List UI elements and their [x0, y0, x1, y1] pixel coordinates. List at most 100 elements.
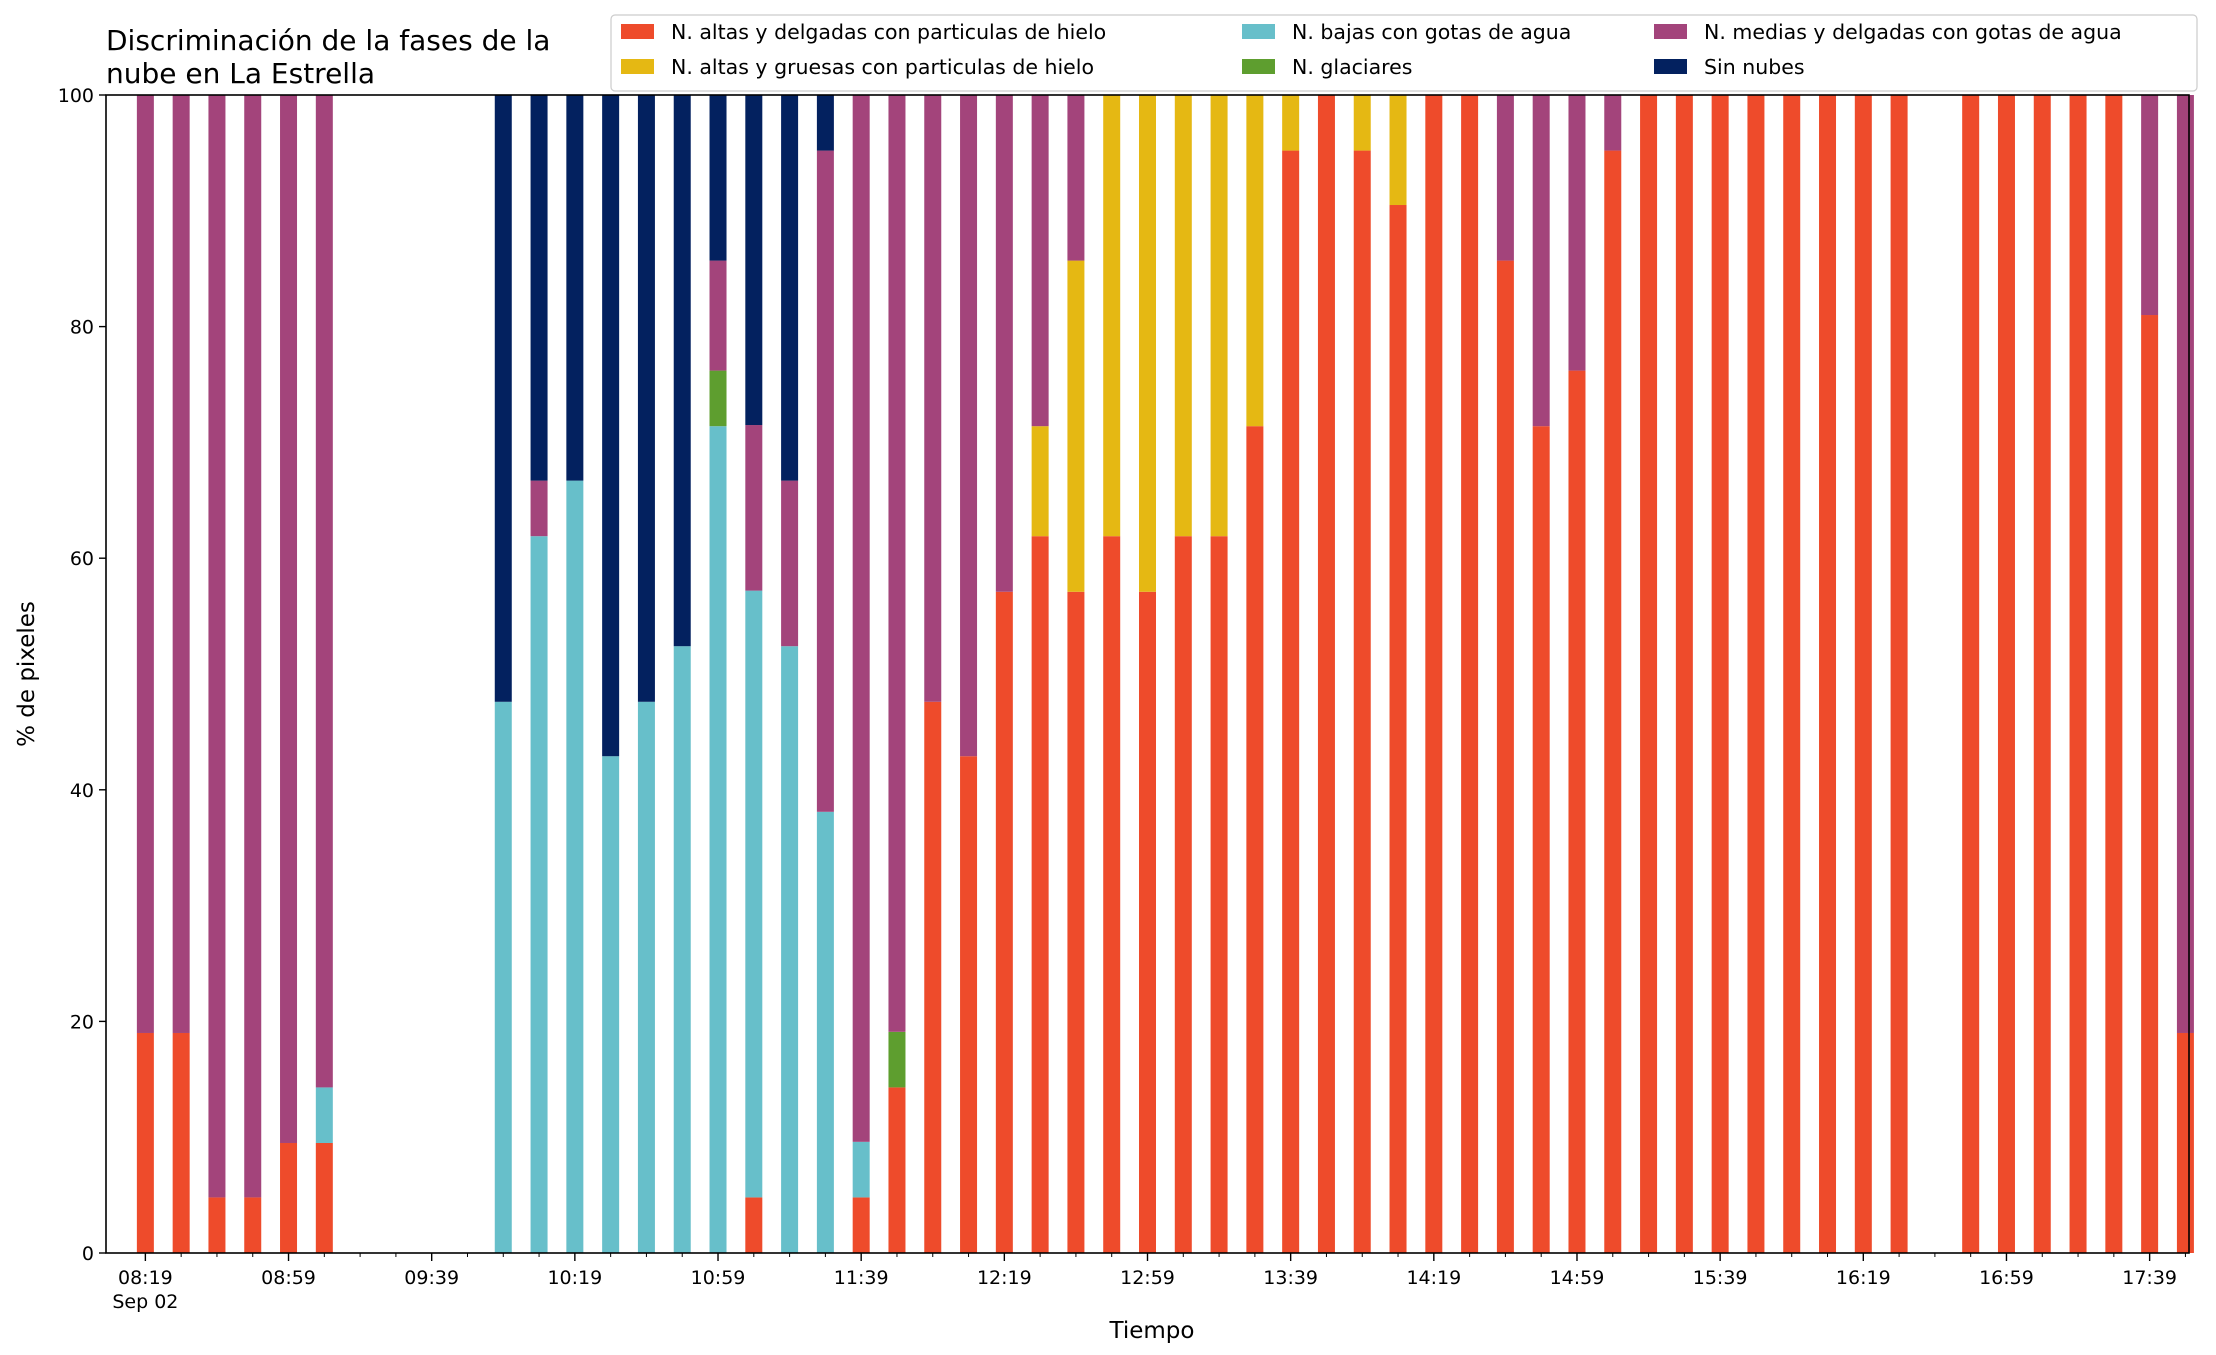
bar-segment-10-s2 — [637, 701, 655, 1253]
bar-segment-16-s4 — [852, 95, 870, 1142]
x-tick-label-1: 08:59 — [261, 1267, 316, 1289]
plot-frame — [105, 94, 2190, 1254]
legend-swatch-0 — [621, 24, 654, 39]
bar-segment-37-s0 — [1604, 150, 1622, 1254]
x-axis-label: Tiempo — [1109, 1318, 1195, 1344]
bar-segment-48-s0 — [2033, 95, 2051, 1253]
bar-segment-36-s0 — [1568, 370, 1586, 1254]
bar-segment-5-s4 — [315, 95, 333, 1088]
bar-segment-7-s2 — [530, 536, 548, 1253]
bar-segment-31-s1 — [1389, 95, 1407, 206]
y-tick-label-5: 100 — [58, 85, 94, 107]
bar-segment-9-s2 — [602, 756, 620, 1253]
bar-segment-16-s2 — [852, 1141, 870, 1198]
x-tick-label-13: 16:59 — [1979, 1267, 2034, 1289]
bar-segment-36-s4 — [1568, 95, 1586, 371]
legend-label-5: Sin nubes — [1704, 55, 1805, 79]
bar-segment-17-s4 — [888, 95, 906, 1032]
bar-segment-26-s1 — [1210, 95, 1228, 537]
bar-segment-14-s4 — [781, 480, 799, 647]
bar-segment-7-s4 — [530, 480, 548, 537]
bar-segment-13-s5 — [745, 95, 763, 426]
x-tick-label-10: 14:59 — [1550, 1267, 1605, 1289]
y-tick-label-0: 0 — [82, 1243, 94, 1265]
legend-swatch-3 — [1242, 59, 1275, 74]
bar-segment-34-s4 — [1496, 95, 1514, 261]
bar-segment-52-s4 — [2176, 95, 2194, 1033]
x-tick-label-8: 13:39 — [1263, 1267, 1318, 1289]
x-axis: 08:19 08:59 09:39 10:19 10:59 11:39 12:19 12:59… — [112, 1253, 2186, 1313]
chart-title-line-1: Discriminación de la fases de la — [106, 24, 550, 57]
bar-segment-2-s4 — [208, 95, 226, 1198]
bar-segment-5-s2 — [315, 1087, 333, 1143]
y-axis-label: % de pixeles — [14, 601, 40, 747]
bar-segment-13-s4 — [745, 425, 763, 591]
bar-segment-45-s0 — [1890, 95, 1908, 1253]
bar-segment-40-s0 — [1711, 95, 1729, 1253]
bar-segment-23-s1 — [1103, 95, 1121, 537]
legend-label-0: N. altas y delgadas con particulas de hi… — [671, 20, 1106, 44]
bar-segment-2-s0 — [208, 1197, 226, 1253]
bar-segment-20-s0 — [995, 591, 1013, 1253]
y-axis: 0 20 40 60 80 100 — [58, 85, 106, 1265]
bar-segment-11-s2 — [673, 646, 691, 1253]
x-tick-label-0: 08:19 — [118, 1267, 173, 1289]
bar-segment-10-s5 — [637, 95, 655, 702]
legend-swatch-1 — [621, 59, 654, 74]
x-tick-label-7: 12:59 — [1120, 1267, 1175, 1289]
bar-segment-12-s5 — [709, 95, 727, 261]
bar-segment-27-s0 — [1246, 426, 1264, 1253]
bar-segment-14-s2 — [781, 646, 799, 1253]
bar-segment-17-s3 — [888, 1031, 906, 1088]
y-tick-label-2: 40 — [70, 780, 94, 802]
bar-segment-4-s4 — [280, 95, 298, 1143]
bar-segment-12-s2 — [709, 426, 727, 1253]
bar-segment-22-s1 — [1067, 260, 1085, 592]
y-tick-label-3: 60 — [70, 548, 94, 570]
bar-segment-18-s4 — [924, 95, 942, 702]
bar-segment-35-s4 — [1532, 95, 1550, 427]
bar-segment-12-s4 — [709, 260, 727, 371]
bar-segment-28-s1 — [1282, 95, 1300, 151]
bar-segment-23-s0 — [1103, 536, 1121, 1253]
bar-segment-19-s4 — [960, 95, 978, 757]
bar-segment-6-s2 — [494, 701, 512, 1253]
bar-segment-13-s2 — [745, 590, 763, 1198]
bar-segment-8-s5 — [566, 95, 584, 481]
bar-segment-27-s1 — [1246, 95, 1264, 427]
bar-segment-3-s0 — [244, 1197, 262, 1253]
bar-segment-30-s1 — [1353, 95, 1371, 151]
bar-segment-26-s0 — [1210, 536, 1228, 1253]
bar-segment-33-s0 — [1461, 95, 1479, 1253]
bar-segment-13-s0 — [745, 1197, 763, 1253]
x-tick-label-5: 11:39 — [834, 1267, 889, 1289]
bar-segment-51-s0 — [2141, 315, 2159, 1253]
bar-segment-8-s2 — [566, 480, 584, 1253]
bar-segment-41-s0 — [1747, 95, 1765, 1253]
legend-label-4: N. medias y delgadas con gotas de agua — [1704, 20, 2122, 44]
bar-segment-50-s0 — [2105, 95, 2123, 1253]
x-tick-label-9: 14:19 — [1406, 1267, 1461, 1289]
bar-segment-19-s0 — [960, 756, 978, 1253]
bars-layer — [136, 95, 2194, 1254]
bar-segment-17-s0 — [888, 1087, 906, 1253]
bar-segment-37-s4 — [1604, 95, 1622, 151]
bar-segment-1-s0 — [172, 1032, 190, 1253]
bar-segment-43-s0 — [1819, 95, 1837, 1253]
x-tick-label-2: 09:39 — [404, 1267, 459, 1289]
bar-segment-0-s0 — [136, 1032, 154, 1253]
legend-label-1: N. altas y gruesas con particulas de hie… — [671, 55, 1094, 79]
bar-segment-51-s4 — [2141, 95, 2159, 316]
x-tick-label-12: 16:19 — [1836, 1267, 1891, 1289]
legend-swatch-2 — [1242, 24, 1275, 39]
bar-segment-7-s5 — [530, 95, 548, 481]
bar-segment-14-s5 — [781, 95, 799, 481]
bar-segment-9-s5 — [602, 95, 620, 757]
bar-segment-44-s0 — [1854, 95, 1872, 1253]
bar-segment-34-s0 — [1496, 260, 1514, 1254]
x-date-label: Sep 02 — [112, 1291, 178, 1313]
bar-segment-46-s0 — [1962, 95, 1980, 1253]
x-tick-label-6: 12:19 — [977, 1267, 1032, 1289]
bar-segment-39-s0 — [1675, 95, 1693, 1253]
